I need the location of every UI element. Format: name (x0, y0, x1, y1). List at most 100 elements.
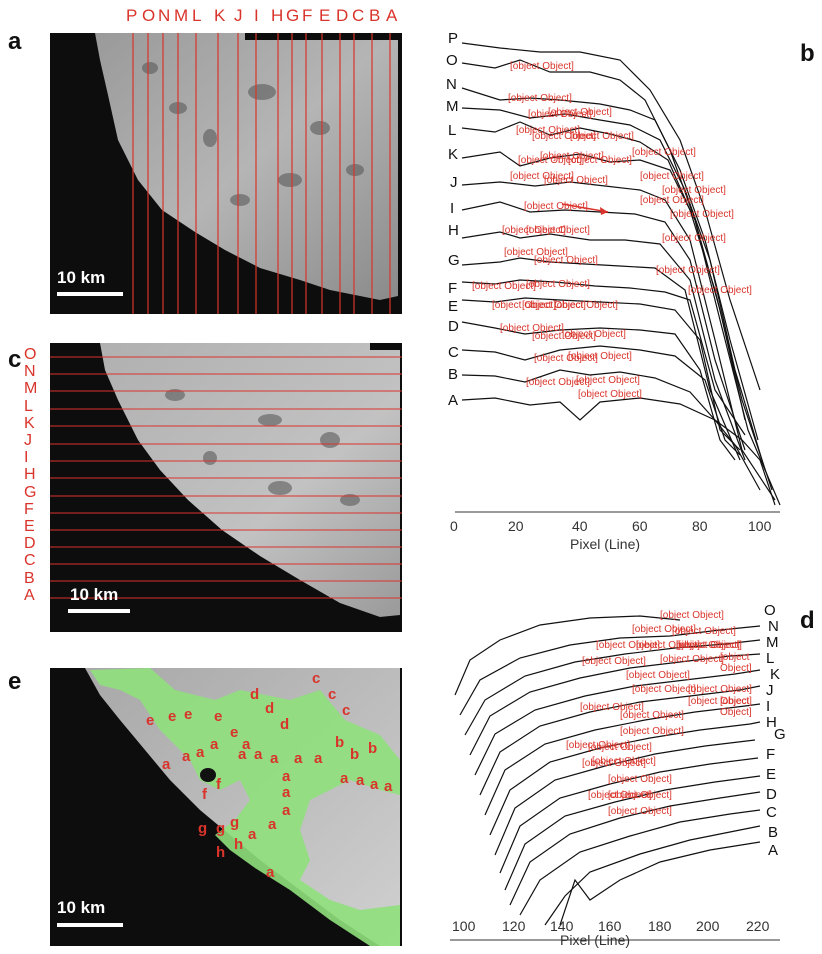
annotation-d: [object Object] (660, 610, 724, 621)
label-a-B: B (369, 6, 381, 25)
marker-e: f (216, 776, 221, 793)
profile-b-H: H (448, 222, 459, 239)
panel-b-x-axis-label: Pixel (Line) (570, 536, 641, 552)
label-a-J: J (234, 6, 243, 25)
panel-c-letter: c (8, 346, 22, 373)
annotation-b: [object Object] (526, 377, 590, 388)
annotation-d: [object Object] (608, 806, 672, 817)
label-c-K: K (24, 414, 35, 432)
marker-e: e (184, 706, 193, 723)
label-c-O: O (24, 346, 37, 363)
panel-d-x-ticks: 100 120 140 160 180 200 220 (450, 918, 780, 936)
annotation-d: [object Object] (588, 790, 652, 801)
profile-d-G: G (774, 726, 786, 743)
panel-e-green-mask (90, 668, 400, 946)
annotation-b: [object Object] (510, 171, 574, 182)
marker-e: g (230, 814, 240, 831)
profile-b-P: P (448, 30, 459, 47)
annotation-b: [object Object] (504, 247, 568, 258)
profile-d-J: J (766, 682, 774, 699)
annotation-b: [object Object] (656, 265, 720, 276)
panel-b-profiles (461, 42, 781, 506)
annotation-d: [object Object] (676, 640, 740, 651)
profile-d-M: M (766, 634, 779, 651)
panel-c-line-labels: O N M L K J I H G F E D C B A (24, 346, 46, 616)
annotation-d: [object Object] (580, 702, 644, 713)
marker-e: a (282, 802, 291, 819)
annotation-d: [object Object] (720, 696, 752, 718)
annotation-b: [object Object] (472, 281, 536, 292)
marker-e: a (294, 750, 303, 767)
profile-b-C: C (448, 344, 459, 361)
marker-e: a (254, 746, 263, 763)
label-c-H: H (24, 466, 36, 484)
marker-e: a (238, 746, 247, 763)
tick-b-0: 0 (450, 518, 458, 534)
profile-d-K: K (770, 666, 781, 683)
marker-e: a (270, 750, 279, 767)
annotation-b: [object Object] (632, 147, 696, 158)
label-a-G: G (286, 6, 300, 25)
label-c-M: M (24, 380, 38, 398)
label-a-I: I (254, 6, 259, 25)
profile-d-E: E (766, 766, 777, 783)
scale-bar-e (57, 923, 123, 927)
panel-c-grid-lines (50, 356, 402, 599)
panel-d-profiles (454, 615, 761, 926)
annotation-d: [object Object] (632, 624, 696, 635)
tick-b-100: 100 (748, 518, 772, 534)
marker-e: d (280, 716, 290, 733)
marker-e: a (340, 770, 349, 787)
panel-e-dark-crater (200, 768, 216, 782)
marker-e: d (265, 700, 275, 717)
label-a-H: H (271, 6, 284, 25)
scale-bar-a (57, 292, 123, 296)
annotation-b: [object Object] (522, 300, 586, 311)
marker-e: a (210, 736, 219, 753)
panel-d-annotations: [object Object] [object Object] [object … (560, 604, 760, 844)
profile-b-J: J (450, 174, 458, 191)
annotation-d: [object Object] (620, 710, 684, 721)
annotation-b: [object Object] (554, 300, 618, 311)
tick-b-60: 60 (632, 518, 648, 534)
annotation-b: [object Object] (534, 353, 598, 364)
marker-e: a (282, 784, 291, 801)
annotation-b: [object Object] (562, 329, 626, 340)
label-a-N: N (158, 6, 171, 25)
marker-e: e (146, 712, 155, 729)
profile-d-F: F (766, 746, 776, 763)
annotation-d: [object Object] (582, 758, 646, 769)
marker-e: b (335, 734, 345, 751)
scale-bar-c (68, 609, 130, 613)
annotation-b: [object Object] (492, 300, 556, 311)
panel-b-x-ticks: 0 20 40 60 80 100 (450, 518, 772, 536)
panel-a-grid-lines (132, 33, 391, 314)
profile-d-B: B (768, 824, 779, 841)
label-c-C: C (24, 552, 36, 570)
label-a-P: P (126, 6, 138, 25)
label-a-A: A (386, 6, 398, 25)
marker-e: h (216, 844, 226, 861)
annotation-b: [object Object] (524, 201, 588, 212)
annotation-b: [object Object] (568, 351, 632, 362)
marker-e: g (198, 820, 208, 837)
annotation-d: [object Object] (620, 726, 684, 737)
marker-e: a (196, 744, 205, 761)
annotation-b: [object Object] (500, 323, 564, 334)
profile-d-C: C (766, 804, 777, 821)
panel-d-letter: d (800, 607, 815, 634)
annotation-b: [object Object] (576, 375, 640, 386)
tick-d-220: 220 (746, 918, 770, 934)
panel-b-annotations: [object Object] [object Object] [object … (470, 55, 770, 415)
label-c-J: J (24, 432, 32, 450)
tick-d-140: 140 (550, 918, 574, 934)
marker-e: a (266, 864, 275, 881)
profile-b-B: B (448, 366, 459, 383)
label-c-L: L (24, 397, 33, 415)
panel-e-letter: e (8, 668, 22, 695)
annotation-b: [object Object] (544, 175, 608, 186)
tick-b-20: 20 (508, 518, 524, 534)
marker-e: e (230, 724, 239, 741)
marker-e: f (202, 786, 207, 803)
